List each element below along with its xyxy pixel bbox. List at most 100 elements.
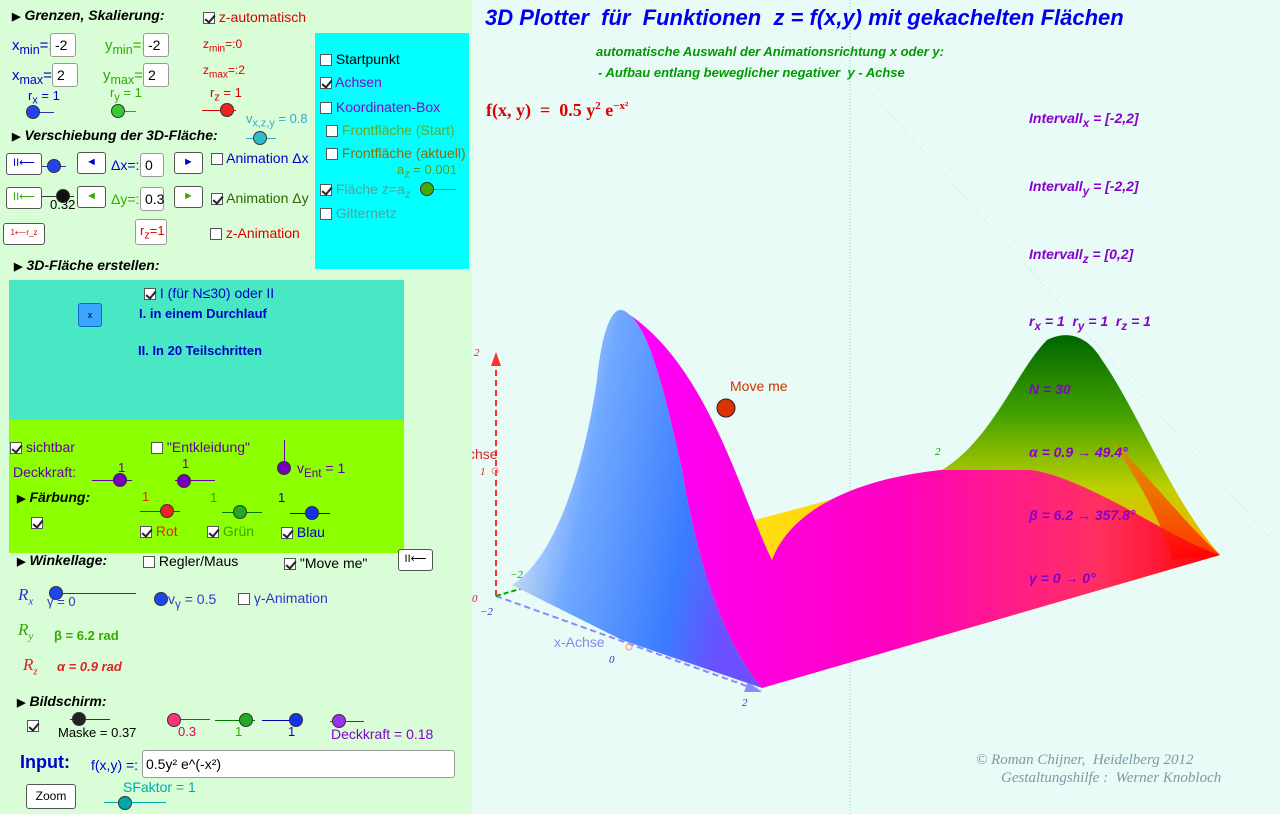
- dx-right-button[interactable]: ►: [174, 152, 203, 174]
- gruen-slider-knob[interactable]: [233, 505, 247, 519]
- dy-right-button[interactable]: ►: [174, 186, 203, 208]
- section-faerbung[interactable]: ▶ Färbung:: [17, 489, 91, 505]
- animation-dy-toggle[interactable]: Animation Δy: [211, 190, 309, 206]
- mode-checkbox[interactable]: [144, 288, 156, 301]
- sfaktor-slider-track[interactable]: [104, 802, 166, 803]
- gruen-toggle[interactable]: Grün: [207, 523, 254, 539]
- 3d-plot-canvas[interactable]: Move me z-Achse x-Achse 2 1 0 2 −2 −2 0 …: [472, 0, 1280, 814]
- gamma-animation-toggle[interactable]: γ-Animation: [238, 590, 328, 606]
- gamma-animation-checkbox[interactable]: [238, 593, 250, 606]
- vent-slider-track[interactable]: [284, 440, 285, 470]
- ry-slider-knob[interactable]: [111, 104, 125, 118]
- run-button[interactable]: x: [78, 303, 102, 327]
- startpunkt-checkbox[interactable]: [320, 54, 332, 67]
- move-me-point[interactable]: [716, 398, 736, 418]
- animation-dx-checkbox[interactable]: [211, 153, 223, 166]
- section-bildschirm[interactable]: ▶ Bildschirm:: [17, 693, 107, 709]
- koordinaten-box-toggle[interactable]: Koordinaten-Box: [320, 99, 440, 115]
- blau-checkbox[interactable]: [281, 527, 293, 540]
- reset-dx-button[interactable]: II⟵: [6, 153, 42, 175]
- az-slider-knob[interactable]: [420, 182, 434, 196]
- front-start-checkbox[interactable]: [326, 125, 338, 138]
- blau-slider-knob[interactable]: [305, 506, 319, 520]
- deckkraft-2-knob[interactable]: [177, 474, 191, 488]
- move-me-toggle[interactable]: "Move me": [284, 555, 367, 571]
- dx-slider-knob[interactable]: [47, 159, 61, 173]
- gruen-checkbox[interactable]: [207, 526, 219, 539]
- vxzy-slider-knob[interactable]: [253, 131, 267, 145]
- dy-slider-knob[interactable]: [56, 189, 70, 203]
- deckkraft-1-knob[interactable]: [113, 473, 127, 487]
- section-verschiebung[interactable]: ▶ Verschiebung der 3D-Fläche:: [12, 127, 218, 143]
- maske-slider-knob[interactable]: [72, 712, 86, 726]
- reset-angle-button[interactable]: II⟵: [398, 549, 433, 571]
- zoom-button[interactable]: Zoom: [26, 784, 76, 809]
- xmin-input[interactable]: -2: [50, 33, 76, 57]
- dx-left-button[interactable]: ◄: [77, 152, 106, 174]
- function-input[interactable]: 0.5y² e^(-x²): [142, 750, 455, 778]
- gamma-slider-knob[interactable]: [49, 586, 63, 600]
- bild-green-knob[interactable]: [239, 713, 253, 727]
- reset-rz-button[interactable]: 1⟵r_z: [3, 223, 45, 245]
- dy-left-button[interactable]: ◄: [77, 186, 106, 208]
- bild-red-track[interactable]: [170, 719, 210, 720]
- reset-dy-button[interactable]: II⟵: [6, 187, 42, 209]
- maske-slider-track[interactable]: [70, 719, 110, 720]
- ymin-input[interactable]: -2: [143, 33, 169, 57]
- z-animation-checkbox[interactable]: [210, 228, 222, 241]
- xmax-input[interactable]: 2: [52, 63, 78, 87]
- bild-blue-track[interactable]: [262, 720, 302, 721]
- rz-slider-knob[interactable]: [220, 103, 234, 117]
- vgamma-slider-knob[interactable]: [154, 592, 168, 606]
- z-animation-toggle[interactable]: z-Animation: [210, 225, 300, 241]
- mode-toggle[interactable]: I (für N≤30) oder II: [144, 285, 274, 301]
- deckkraft2-knob[interactable]: [332, 714, 346, 728]
- koordinaten-box-checkbox[interactable]: [320, 102, 332, 115]
- section-winkellage[interactable]: ▶ Winkellage:: [17, 552, 108, 568]
- achsen-checkbox[interactable]: [320, 77, 332, 90]
- gamma-slider-track[interactable]: [50, 593, 136, 594]
- regler-maus-toggle[interactable]: Regler/Maus: [143, 553, 238, 569]
- gitternetz-toggle[interactable]: Gitternetz: [320, 205, 397, 221]
- ymax-input[interactable]: 2: [143, 63, 169, 87]
- z-automatic-checkbox[interactable]: [203, 12, 215, 25]
- flaeche-toggle[interactable]: Fläche z=az: [320, 181, 411, 201]
- vent-slider-knob[interactable]: [277, 461, 291, 475]
- faerbung-toggle[interactable]: [31, 514, 43, 530]
- entkleidung-toggle[interactable]: "Entkleidung": [151, 439, 250, 455]
- az-slider-track[interactable]: [420, 189, 456, 190]
- dx-input[interactable]: 0: [140, 153, 164, 177]
- faerbung-checkbox[interactable]: [31, 517, 43, 530]
- sfaktor-slider-knob[interactable]: [118, 796, 132, 810]
- deckkraft2-track[interactable]: [330, 721, 364, 722]
- regler-maus-checkbox[interactable]: [143, 556, 155, 569]
- bild-red-knob[interactable]: [167, 713, 181, 727]
- startpunkt-toggle[interactable]: Startpunkt: [320, 51, 400, 67]
- blau-toggle[interactable]: Blau: [281, 524, 325, 540]
- rx-slider-track[interactable]: [30, 112, 54, 113]
- front-aktuell-checkbox[interactable]: [326, 148, 338, 161]
- dy-input[interactable]: 0.3: [140, 187, 164, 211]
- front-aktuell-toggle[interactable]: Frontfläche (aktuell): [326, 145, 466, 161]
- flaeche-checkbox[interactable]: [320, 184, 332, 197]
- animation-dx-toggle[interactable]: Animation Δx: [211, 150, 309, 166]
- rz-value-box[interactable]: rz=1: [135, 219, 167, 245]
- front-start-toggle[interactable]: Frontfläche (Start): [326, 122, 455, 138]
- z-automatic-toggle[interactable]: z-automatisch: [203, 9, 306, 25]
- bildschirm-toggle[interactable]: [27, 717, 39, 733]
- entkleidung-checkbox[interactable]: [151, 442, 163, 455]
- achsen-toggle[interactable]: Achsen: [320, 74, 382, 90]
- section-grenzen[interactable]: ▶ Grenzen, Skalierung:: [12, 7, 165, 23]
- rz-slider-track[interactable]: [202, 110, 236, 111]
- section-erstellen[interactable]: ▶ 3D-Fläche erstellen:: [14, 257, 160, 273]
- bild-green-track[interactable]: [215, 720, 255, 721]
- rot-toggle[interactable]: Rot: [140, 523, 178, 539]
- deckkraft-1-track[interactable]: [92, 480, 132, 481]
- rot-checkbox[interactable]: [140, 526, 152, 539]
- rot-slider-knob[interactable]: [160, 504, 174, 518]
- deckkraft-2-track[interactable]: [175, 480, 215, 481]
- sichtbar-toggle[interactable]: sichtbar: [10, 439, 75, 455]
- sichtbar-checkbox[interactable]: [10, 442, 22, 455]
- bildschirm-checkbox[interactable]: [27, 720, 39, 733]
- move-me-checkbox[interactable]: [284, 558, 296, 571]
